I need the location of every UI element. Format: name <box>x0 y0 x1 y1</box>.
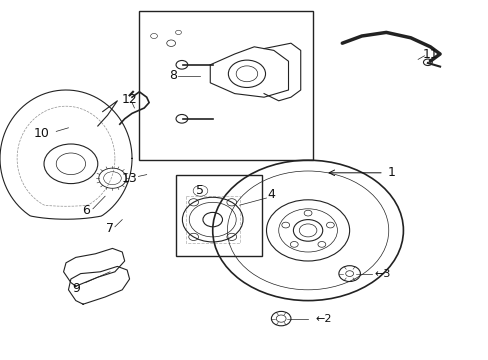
Text: 7: 7 <box>106 222 114 235</box>
Text: 11: 11 <box>422 48 437 60</box>
Bar <box>139 11 312 160</box>
Text: 5: 5 <box>196 184 204 197</box>
Text: 12: 12 <box>122 93 137 105</box>
Text: 9: 9 <box>72 282 80 294</box>
Text: ←3: ←3 <box>373 269 389 279</box>
Bar <box>176 175 261 256</box>
Text: 13: 13 <box>122 172 137 185</box>
Text: ←2: ←2 <box>315 314 331 324</box>
Text: 4: 4 <box>267 188 275 201</box>
Text: 6: 6 <box>81 204 89 217</box>
Text: 10: 10 <box>34 127 49 140</box>
Text: 1: 1 <box>386 166 394 179</box>
Text: 8: 8 <box>169 69 177 82</box>
